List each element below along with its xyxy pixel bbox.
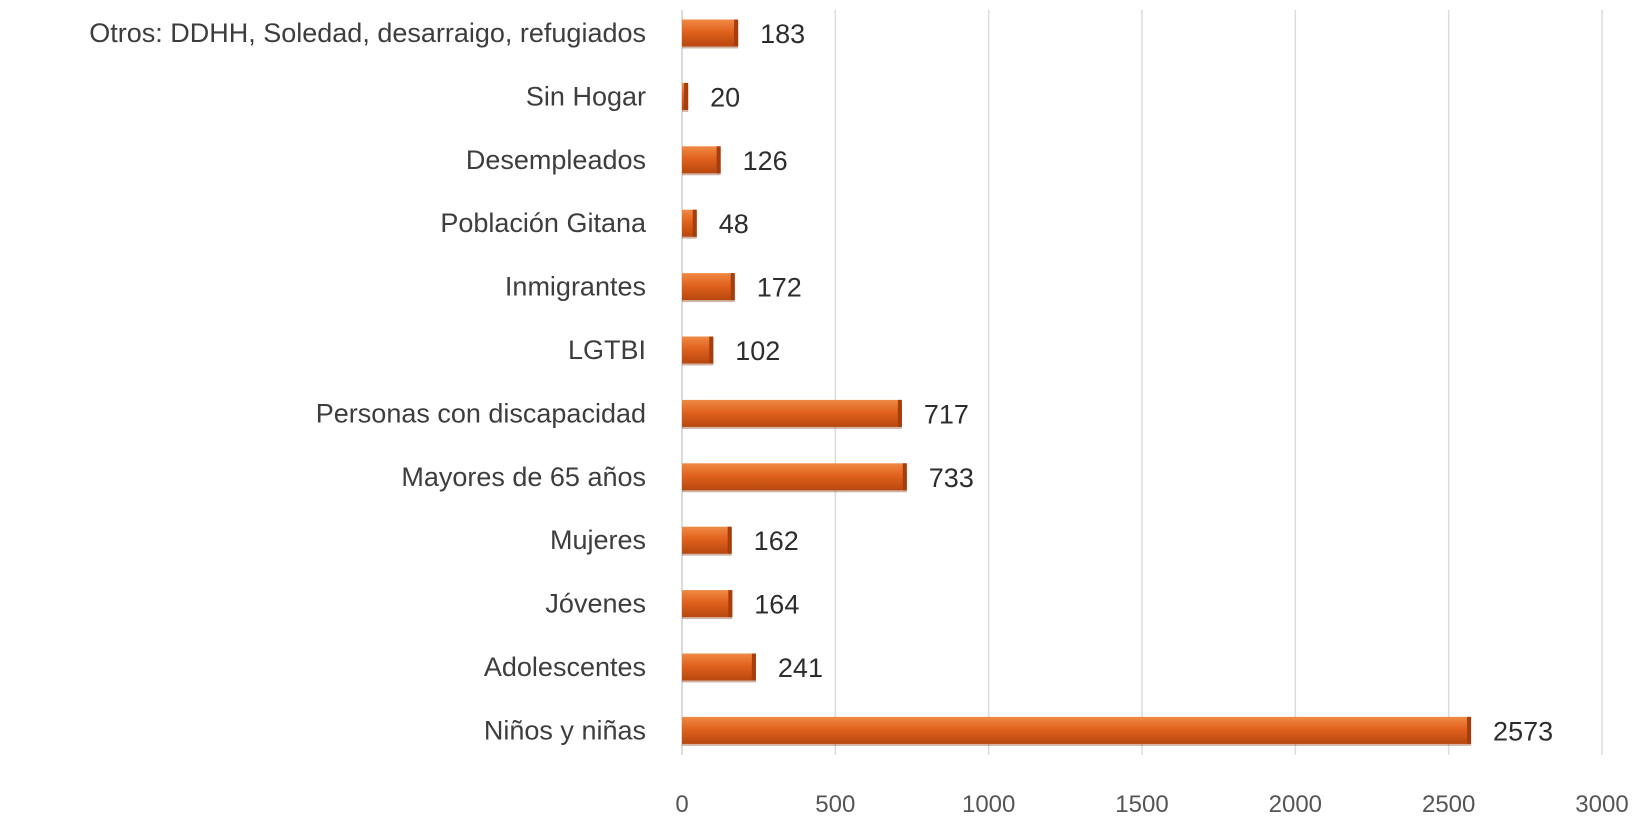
value-label: 164 bbox=[754, 590, 799, 620]
value-label: 20 bbox=[710, 82, 740, 112]
bar-end-cap bbox=[734, 19, 739, 47]
bar-end-cap bbox=[709, 336, 714, 364]
bar-end-cap bbox=[692, 209, 697, 237]
value-label: 126 bbox=[743, 146, 788, 176]
category-label: Jóvenes bbox=[545, 589, 646, 619]
bar-end-cap bbox=[716, 146, 721, 174]
value-labels: 183 20 126 48 172 102 717 733 162 164 241 2573 bbox=[710, 19, 1553, 746]
value-label: 48 bbox=[719, 209, 749, 239]
category-label: Desempleados bbox=[466, 145, 646, 175]
category-label: Adolescentes bbox=[484, 652, 646, 682]
category-label: Población Gitana bbox=[440, 208, 647, 238]
category-label: Inmigrantes bbox=[505, 272, 646, 302]
category-label: Sin Hogar bbox=[526, 81, 646, 111]
bar bbox=[682, 273, 735, 301]
category-label: LGTBI bbox=[568, 335, 646, 365]
value-label: 241 bbox=[778, 653, 823, 683]
bar bbox=[682, 146, 721, 174]
value-label: 102 bbox=[735, 336, 780, 366]
bar bbox=[682, 336, 714, 364]
value-label: 183 bbox=[760, 19, 805, 49]
x-tick-label: 2500 bbox=[1422, 791, 1475, 818]
bar bbox=[682, 399, 902, 427]
value-label: 2573 bbox=[1493, 716, 1553, 746]
bar-end-cap bbox=[897, 399, 902, 427]
bar-end-cap bbox=[728, 590, 733, 618]
gridlines bbox=[681, 10, 1603, 755]
bars bbox=[682, 19, 1472, 746]
value-label: 733 bbox=[929, 463, 974, 493]
x-tick-label: 0 bbox=[675, 791, 688, 818]
category-labels: Otros: DDHH, Soledad, desarraigo, refugi… bbox=[89, 18, 647, 745]
category-label: Personas con discapacidad bbox=[316, 398, 646, 428]
bar-end-cap bbox=[684, 82, 689, 110]
category-label: Mayores de 65 años bbox=[401, 462, 646, 492]
x-tick-label: 500 bbox=[815, 791, 855, 818]
value-label: 162 bbox=[754, 526, 799, 556]
x-axis-ticks: 0 500 1000 1500 2000 2500 3000 bbox=[675, 791, 1628, 818]
bar bbox=[682, 463, 907, 491]
bar bbox=[682, 526, 732, 554]
bar-end-cap bbox=[727, 526, 732, 554]
bar bbox=[682, 590, 733, 618]
value-label: 172 bbox=[757, 273, 802, 303]
x-tick-label: 1500 bbox=[1115, 791, 1168, 818]
bar-end-cap bbox=[902, 463, 907, 491]
bar-end-cap bbox=[730, 273, 735, 301]
category-label: Niños y niñas bbox=[484, 715, 646, 745]
value-label: 717 bbox=[924, 399, 969, 429]
category-label: Mujeres bbox=[550, 525, 646, 555]
category-label: Otros: DDHH, Soledad, desarraigo, refugi… bbox=[89, 18, 646, 48]
x-tick-label: 2000 bbox=[1269, 791, 1322, 818]
bar bbox=[682, 653, 756, 681]
bar-end-cap bbox=[1467, 716, 1472, 744]
x-tick-label: 3000 bbox=[1575, 791, 1628, 818]
bar bbox=[682, 19, 739, 47]
bar bbox=[682, 716, 1472, 744]
bar-end-cap bbox=[751, 653, 756, 681]
x-tick-label: 1000 bbox=[962, 791, 1015, 818]
